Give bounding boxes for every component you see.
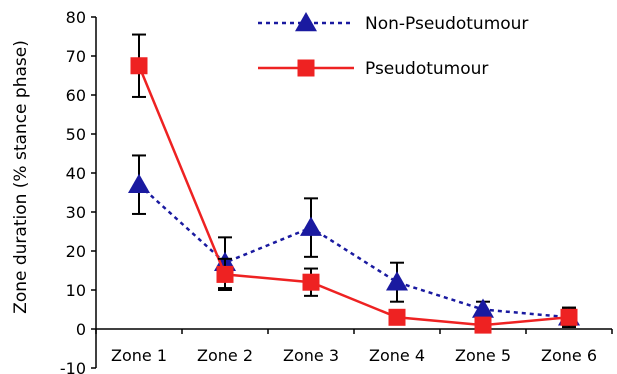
legend-marker	[295, 12, 317, 32]
y-tick-label: 20	[66, 242, 86, 261]
data-point	[386, 271, 408, 291]
y-tick-label: -10	[60, 359, 86, 374]
data-point	[216, 265, 234, 283]
legend-marker	[297, 59, 315, 77]
data-point	[302, 273, 320, 291]
y-tick-label: 40	[66, 164, 86, 183]
legend-label: Pseudotumour	[365, 59, 488, 79]
x-tick-label: Zone 3	[283, 346, 339, 365]
legend-label: Non-Pseudotumour	[365, 14, 528, 34]
data-point	[128, 173, 150, 193]
y-tick-label: 60	[66, 86, 86, 105]
x-tick-label: Zone 1	[111, 346, 167, 365]
axes	[95, 17, 612, 368]
y-axis-label: Zone duration (% stance phase)	[11, 40, 31, 314]
y-tick-label: 10	[66, 281, 86, 300]
series-line	[137, 65, 570, 327]
data-point	[300, 216, 322, 236]
x-ticks: Zone 1 Zone 2 Zone 3 Zone 4 Zone 5 Zone 6	[95, 329, 613, 365]
data-point	[474, 316, 492, 334]
y-ticks: -10 0 10 20 30 40 50 60 70 80	[60, 8, 96, 374]
x-tick-label: Zone 6	[541, 346, 597, 365]
data-point	[472, 298, 494, 318]
y-tick-label: 80	[66, 8, 86, 27]
series-line	[138, 183, 570, 319]
data-point	[388, 308, 406, 326]
data-point	[560, 308, 578, 326]
y-tick-label: 50	[66, 125, 86, 144]
series-layer	[128, 33, 580, 334]
x-tick-label: Zone 5	[455, 346, 511, 365]
series-pseudotumour	[130, 33, 578, 334]
data-point	[130, 57, 148, 75]
x-tick-label: Zone 2	[197, 346, 253, 365]
y-tick-label: 0	[76, 320, 86, 339]
y-tick-label: 30	[66, 203, 86, 222]
y-tick-label: 70	[66, 47, 86, 66]
x-tick-label: Zone 4	[369, 346, 425, 365]
legend: Non-Pseudotumour Pseudotumour	[258, 12, 528, 79]
